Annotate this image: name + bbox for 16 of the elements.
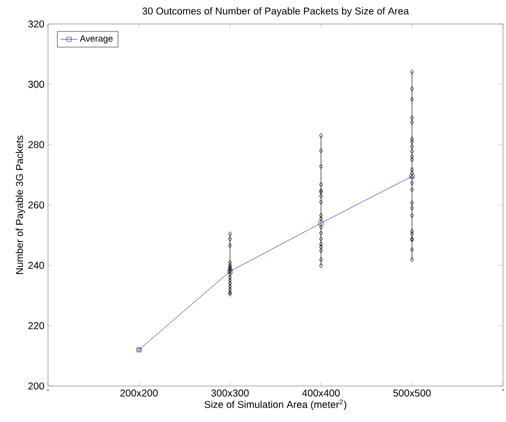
- x-tick-label: 400x400: [302, 390, 340, 397]
- y-tick-label: 300: [28, 80, 44, 88]
- x-tick-label: 300x300: [211, 390, 249, 397]
- x-axis-title: Size of Simulation Area (meter$^{2}$): [204, 399, 346, 410]
- y-tick-label: 320: [28, 20, 44, 28]
- y-tick-label: 260: [28, 201, 44, 209]
- y-tick-label: 220: [28, 322, 44, 330]
- x-tick-label: 200x200: [120, 390, 158, 397]
- chart-title: 30 Outcomes of Number of Payable Packets by Size of Area: [142, 7, 409, 16]
- x-tick-label: .: [502, 390, 504, 391]
- legend-label: Average: [80, 35, 113, 44]
- y-tick-label: 240: [28, 262, 44, 269]
- y-tick-label: 200: [28, 382, 44, 390]
- y-tick-label: 280: [28, 141, 44, 148]
- x-tick-label: 500x500: [393, 390, 431, 397]
- y-axis-title: Number of Payable 3G Packets: [16, 136, 25, 274]
